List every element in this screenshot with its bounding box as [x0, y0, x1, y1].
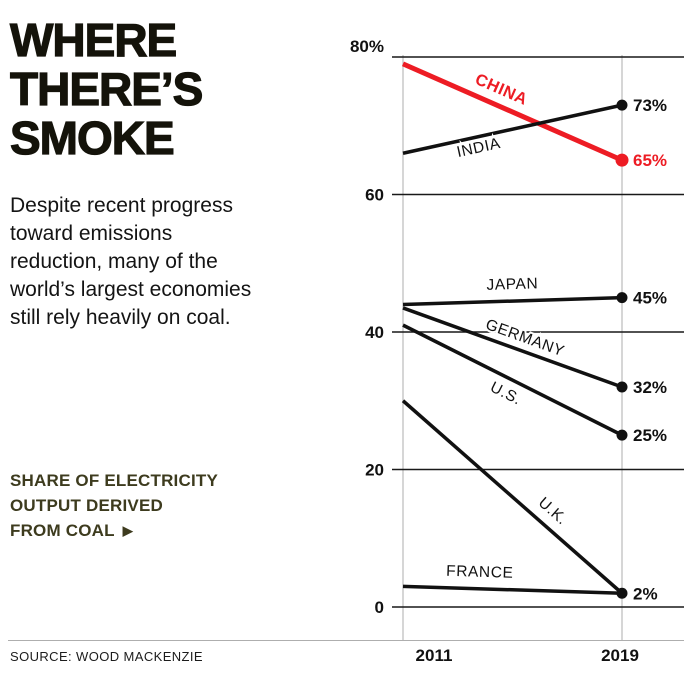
y-tick-label-40: 40 — [365, 323, 384, 342]
source-credit: SOURCE: WOOD MACKENZIE — [10, 649, 203, 664]
end-dot-us — [616, 429, 628, 441]
title-line-1: WHERE — [9, 14, 177, 66]
description-text: Despite recent progress toward emissions… — [10, 194, 252, 329]
end-value-us: 25% — [633, 426, 667, 445]
end-dot-uk — [616, 587, 628, 599]
kicker-line-2: OUTPUT DERIVED — [10, 496, 163, 515]
end-value-japan: 45% — [633, 289, 667, 308]
y-tick-label-0: 0 — [375, 598, 384, 617]
line-japan — [402, 295, 623, 307]
title-line-3: SMOKE — [9, 112, 175, 164]
series-label-china: CHINA — [472, 70, 530, 109]
title-line-2: THERE’S — [9, 63, 204, 115]
footer-divider — [8, 640, 684, 641]
chart-kicker: SHARE OF ELECTRICITY OUTPUT DERIVED FROM… — [10, 468, 218, 543]
line-uk — [401, 399, 624, 595]
series-label-france: FRANCE — [446, 563, 514, 582]
end-value-india: 73% — [633, 96, 667, 115]
y-tick-label-20: 20 — [365, 461, 384, 480]
kicker-line-1: SHARE OF ELECTRICITY — [10, 471, 219, 490]
line-india — [402, 103, 623, 155]
page-title: WHERE THERE’S SMOKE — [9, 14, 204, 164]
line-france — [402, 584, 623, 595]
series-label-japan: JAPAN — [486, 275, 538, 294]
end-dot-india — [616, 99, 628, 111]
arrow-right-icon: ▶ — [122, 523, 133, 538]
end-dot-china — [615, 153, 629, 167]
end-value-uk: 2% — [633, 584, 658, 603]
x-tick-label-2011: 2011 — [416, 646, 453, 665]
y-tick-label-60: 60 — [365, 186, 384, 205]
kicker-line-3: FROM COAL ▶ — [10, 518, 218, 543]
x-tick-label-2019: 2019 — [601, 646, 639, 665]
end-value-germany: 32% — [633, 378, 667, 397]
line-germany — [402, 306, 623, 389]
kicker-line-3-text: FROM COAL — [10, 521, 115, 540]
line-us — [402, 323, 623, 437]
end-dot-germany — [616, 381, 628, 393]
end-value-china: 65% — [633, 151, 667, 170]
end-dot-japan — [616, 292, 628, 304]
line-china — [401, 61, 624, 163]
y-tick-label-80: 80% — [350, 37, 384, 56]
